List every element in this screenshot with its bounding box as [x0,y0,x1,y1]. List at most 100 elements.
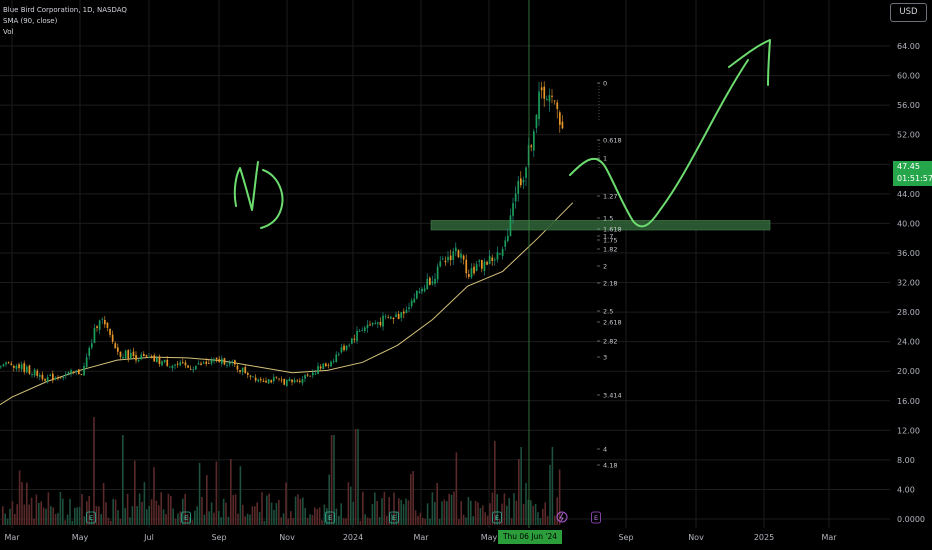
hand-drawings[interactable] [233,39,771,229]
candle-body [348,344,351,346]
candle [434,272,436,287]
volume-bar [426,503,429,525]
candle-body [85,357,88,367]
time-axis[interactable]: Mar May Jul Sep Nov 2024 Mar May Sep Nov 2025 Mar [4,533,837,542]
candle [150,354,153,359]
candle-body [559,112,561,125]
candle [192,366,195,373]
volume-bar [162,509,165,525]
volume-bar [249,514,251,525]
candle-body [382,315,384,327]
candle [182,358,184,364]
candle [67,371,70,376]
earnings-marker[interactable]: E [325,511,335,524]
volume-bar [74,507,76,525]
support-zone[interactable] [430,220,771,231]
candle [140,352,143,361]
candle [356,326,358,344]
volume-bar [554,515,556,525]
candle [273,373,275,384]
candle [80,373,83,376]
candle [546,95,548,101]
candle [405,306,408,314]
volume-bar [287,518,290,525]
candle-body [158,356,161,365]
volume-bar [83,516,86,525]
candle-body [46,377,49,382]
volume-bar [393,492,395,525]
volume-bar [194,510,196,525]
candle [288,377,291,382]
marker-letter: E [89,514,93,522]
volume-bar [340,503,342,525]
volume-bar [462,514,465,525]
candle [208,360,210,365]
price-axis[interactable]: 64.0060.0056.0052.0048.0044.0040.0036.00… [897,42,925,524]
candle [291,379,293,386]
marker-letter: E [184,514,188,522]
dividend-marker[interactable]: E [591,511,601,524]
candle-body [10,363,13,365]
candle-body [408,307,410,310]
candle-body [59,377,62,379]
candle-body [132,351,135,357]
candle [465,254,468,279]
candle [483,258,486,276]
earnings-marker[interactable]: E [492,511,502,524]
candle-body [470,268,473,278]
volume-bar [515,500,518,525]
drawn-projection-curve [569,59,749,228]
volume-bar [71,520,74,525]
candle-body [145,355,148,357]
candle-body [397,313,400,320]
volume-bar [47,492,50,525]
candle-body [127,350,130,359]
candle-body [481,259,483,269]
flash-event-icon[interactable] [556,511,568,523]
candle [93,324,96,344]
earnings-marker[interactable]: E [181,511,191,524]
volume-bar [484,512,486,525]
candle [267,378,270,385]
candle [447,251,449,263]
earnings-marker[interactable]: E [86,511,96,524]
candle [351,337,353,345]
candle-body [15,365,18,369]
fib-level-label: 2 [603,263,607,271]
volume-bar [362,491,364,525]
volume-bar [33,518,35,525]
candle [26,364,28,374]
candle-body [228,362,231,365]
candle [122,353,124,360]
currency-button[interactable]: USD [890,3,927,22]
volume-bar [210,502,213,525]
price-axis-label: 56.00 [897,101,920,110]
fib-level-label: 1.7 [603,233,613,241]
candle-body [104,319,106,325]
volume-bar [16,504,18,525]
price-axis-label: 12.00 [897,426,920,435]
volume-bar [347,482,350,525]
sma-indicator-label[interactable]: SMA (90, close) [3,17,58,25]
candle-body [135,354,137,361]
symbol-title[interactable]: Blue Bird Corporation, 1D, NASDAQ [3,6,127,14]
volume-bar [35,494,38,525]
candle [20,361,23,372]
volume-bar [316,509,318,525]
volume-bar [90,518,93,525]
earnings-marker[interactable]: E [389,511,399,524]
volume-indicator-label[interactable]: Vol [3,28,14,36]
time-axis-label: Nov [279,533,295,542]
candle [361,327,364,332]
time-axis-label: Nov [688,533,704,542]
volume-bar [479,508,482,525]
volume-bar [386,515,388,525]
candle [314,369,317,376]
candle-body [210,360,213,364]
volume-bar [107,517,110,525]
candle-body [187,365,189,368]
